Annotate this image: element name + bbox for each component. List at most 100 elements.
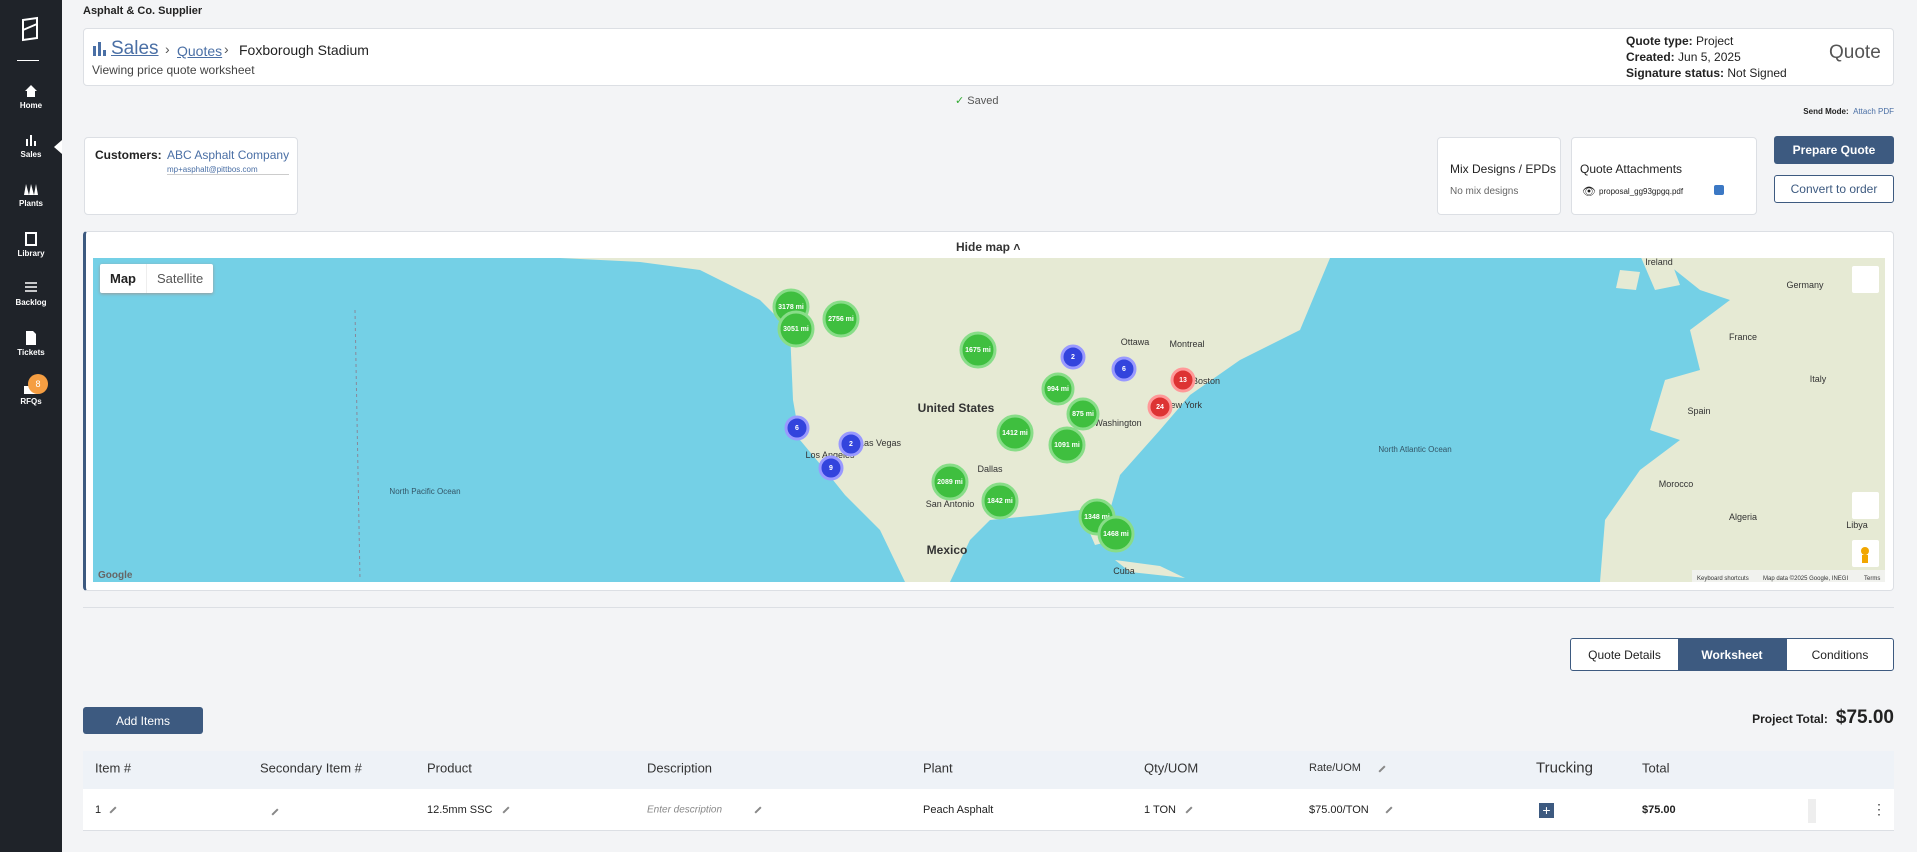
cell[interactable]: 1 TON bbox=[1144, 804, 1176, 816]
value: $75.00 bbox=[1835, 707, 1894, 728]
nav-home[interactable]: Home bbox=[0, 84, 62, 110]
hide-map[interactable]: Hide map ˄ bbox=[956, 240, 1021, 254]
attachments: Quote Attachments 👁 proposal_gg93gpgq.pd… bbox=[1571, 137, 1757, 215]
add-trucking[interactable]: + bbox=[1539, 803, 1554, 818]
nav-library[interactable]: Library bbox=[0, 232, 62, 258]
place: Spain bbox=[1687, 406, 1710, 416]
cluster-label: 2756 mi bbox=[828, 316, 854, 323]
cluster[interactable]: 2 bbox=[1060, 344, 1086, 370]
label: Send Mode: bbox=[1803, 107, 1849, 116]
label: Customers: bbox=[95, 148, 162, 162]
cell[interactable]: Enter description bbox=[647, 804, 723, 816]
cluster[interactable]: 24 bbox=[1147, 394, 1173, 420]
place: Dallas bbox=[977, 464, 1003, 474]
toggle[interactable]: Map bbox=[110, 271, 136, 286]
cluster[interactable]: 1675 mi bbox=[959, 331, 997, 369]
value[interactable]: Attach PDF bbox=[1853, 107, 1894, 116]
title: Quote Attachments bbox=[1580, 162, 1683, 176]
cluster-label: 13 bbox=[1179, 377, 1187, 384]
customers: Customers: ABC Asphalt Company mp+asphal… bbox=[84, 137, 298, 215]
place: New York bbox=[1164, 400, 1203, 410]
nav-backlog[interactable]: Backlog bbox=[0, 281, 62, 307]
place: Morocco bbox=[1659, 479, 1694, 489]
tab[interactable]: Quote Details bbox=[1588, 647, 1661, 662]
icon bbox=[93, 42, 106, 56]
cluster[interactable]: 1468 mi bbox=[1097, 515, 1135, 553]
file[interactable]: proposal_gg93gpgq.pdf bbox=[1599, 187, 1684, 196]
cluster[interactable]: 6 bbox=[784, 415, 810, 441]
col-header: Total bbox=[1642, 760, 1670, 776]
table-row bbox=[83, 789, 1894, 831]
tab[interactable]: Conditions bbox=[1786, 639, 1893, 670]
place: Las Vegas bbox=[859, 438, 902, 448]
cell[interactable]: 12.5mm SSC bbox=[427, 804, 493, 816]
cluster[interactable]: 9 bbox=[818, 455, 844, 481]
cluster-label: 1842 mi bbox=[987, 498, 1013, 505]
nav-label: Plants bbox=[18, 199, 43, 208]
nav-tickets[interactable]: Tickets bbox=[0, 331, 62, 357]
cluster[interactable]: 994 mi bbox=[1041, 372, 1075, 406]
checkbox[interactable] bbox=[1714, 185, 1724, 195]
cluster-label: 1091 mi bbox=[1054, 442, 1080, 449]
cluster-label: 6 bbox=[1122, 366, 1126, 373]
nav-label: Home bbox=[19, 101, 43, 110]
cluster[interactable]: 875 mi bbox=[1066, 397, 1100, 431]
place: Libya bbox=[1846, 520, 1868, 530]
col-header: Description bbox=[647, 760, 713, 776]
label: Quote type: bbox=[1626, 34, 1693, 48]
label: Project Total: bbox=[1752, 712, 1828, 726]
badge: 8 bbox=[28, 374, 48, 394]
logo bbox=[22, 16, 38, 42]
tab[interactable]: Worksheet bbox=[1678, 639, 1786, 670]
nav-plants[interactable]: Plants bbox=[0, 182, 62, 208]
place: Montreal bbox=[1169, 339, 1204, 349]
cluster[interactable]: 1091 mi bbox=[1048, 426, 1086, 464]
nav-sales[interactable]: Sales bbox=[0, 133, 62, 159]
map-footer[interactable]: Terms bbox=[1864, 576, 1880, 582]
map: United States Mexico North Pacific Ocean… bbox=[93, 258, 1885, 582]
cluster-label: 1348 mi bbox=[1084, 514, 1110, 521]
place: Germany bbox=[1786, 280, 1824, 290]
cluster[interactable]: 6 bbox=[1111, 356, 1137, 382]
place: France bbox=[1729, 332, 1757, 342]
cluster[interactable]: 13 bbox=[1170, 367, 1196, 393]
customer[interactable]: ABC Asphalt Company bbox=[167, 148, 290, 162]
value: Not Signed bbox=[1727, 66, 1787, 80]
title: Mix Designs / EPDs bbox=[1450, 162, 1557, 176]
cell[interactable]: $75.00/TON bbox=[1309, 804, 1369, 816]
map-footer[interactable]: Keyboard shortcuts bbox=[1697, 576, 1749, 582]
place: Boston bbox=[1192, 376, 1220, 386]
cluster[interactable]: 2756 mi bbox=[822, 300, 860, 338]
cluster[interactable]: 1842 mi bbox=[981, 482, 1019, 520]
add-items[interactable]: Add Items bbox=[83, 707, 203, 734]
email: mp+asphalt@pittbos.com bbox=[167, 165, 289, 175]
cell[interactable]: 1 bbox=[95, 804, 102, 816]
place: North Pacific Ocean bbox=[389, 487, 460, 496]
header: Sales › Quotes › Foxborough Stadium View… bbox=[83, 28, 1894, 86]
col-header: Rate/UOM bbox=[1309, 762, 1361, 774]
crumb: Foxborough Stadium bbox=[239, 42, 369, 58]
cluster[interactable]: 1412 mi bbox=[996, 414, 1034, 452]
cluster-label: 1675 mi bbox=[965, 347, 991, 354]
place: Washington bbox=[1094, 418, 1141, 428]
place: Los Angeles bbox=[805, 450, 855, 460]
cluster[interactable]: 3051 mi bbox=[777, 310, 815, 348]
empty: No mix designs bbox=[1450, 186, 1519, 197]
place: San Antonio bbox=[926, 499, 975, 509]
prepare-quote[interactable]: Prepare Quote bbox=[1774, 136, 1894, 164]
convert-order[interactable]: Convert to order bbox=[1774, 175, 1894, 203]
cluster-label: 2089 mi bbox=[937, 479, 963, 486]
mix-designs: Mix Designs / EPDs No mix designs bbox=[1437, 137, 1561, 215]
crumb[interactable]: Sales bbox=[111, 38, 159, 59]
send-mode: Send Mode: Attach PDF bbox=[1803, 107, 1894, 116]
project-total: Project Total: $75.00 bbox=[1752, 707, 1894, 729]
place: Cuba bbox=[1113, 566, 1135, 576]
cluster-label: 3051 mi bbox=[783, 326, 809, 333]
crumb[interactable]: Quotes bbox=[177, 43, 223, 59]
cluster[interactable]: 2089 mi bbox=[931, 463, 969, 501]
row-menu[interactable]: ⋮ bbox=[1872, 801, 1886, 817]
toggle[interactable]: Satellite bbox=[146, 264, 213, 293]
cluster[interactable]: 2 bbox=[838, 431, 864, 457]
place: North Atlantic Ocean bbox=[1378, 445, 1451, 454]
map-toggle: Map Satellite bbox=[100, 264, 214, 293]
